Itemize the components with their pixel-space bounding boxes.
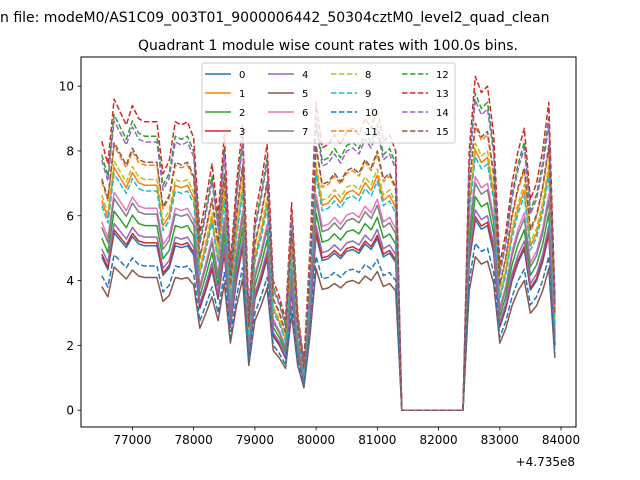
series-line-4 [101, 209, 556, 411]
x-tick-label: 82000 [419, 433, 457, 447]
legend-label-11: 11 [365, 127, 378, 138]
series-line-2 [101, 195, 556, 411]
legend-label-6: 6 [302, 108, 308, 119]
series-line-0 [101, 219, 556, 411]
y-tick-label: 10 [59, 80, 74, 94]
series-line-12 [101, 92, 556, 411]
series-line-13 [101, 75, 556, 411]
x-axis: 77000 78000 79000 80000 81000 82000 83000 84000 [113, 427, 580, 447]
series-line-3 [101, 215, 556, 411]
legend-label-10: 10 [365, 108, 378, 119]
legend-label-9: 9 [365, 89, 371, 100]
series-line-9 [101, 155, 556, 411]
series-line-5 [101, 255, 556, 411]
x-tick-label: 80000 [297, 433, 335, 447]
series-line-6 [101, 175, 556, 411]
x-offset-label: +4.735e8 [516, 455, 575, 469]
x-tick-label: 83000 [481, 433, 519, 447]
legend-label-12: 12 [436, 70, 449, 81]
y-tick-label: 8 [66, 144, 74, 158]
x-tick-label: 81000 [358, 433, 396, 447]
y-tick-label: 2 [66, 339, 74, 353]
legend-label-15: 15 [436, 127, 449, 138]
x-tick-label: 77000 [113, 433, 151, 447]
legend-label-8: 8 [365, 70, 371, 81]
legend-box [201, 62, 456, 144]
series-line-7 [101, 182, 556, 411]
x-tick-label: 79000 [236, 433, 274, 447]
series-line-14 [101, 99, 556, 411]
chart-title: Quadrant 1 module wise count rates with … [138, 38, 518, 54]
series-line-10 [101, 242, 556, 411]
series-line-15 [101, 122, 556, 411]
legend-label-13: 13 [436, 89, 449, 100]
y-tick-label: 6 [66, 209, 74, 223]
series-line-1 [101, 149, 556, 411]
series-line-11 [101, 125, 556, 411]
y-tick-label: 0 [66, 404, 74, 418]
axes-frame [80, 56, 577, 428]
figure-suptitle: n file: modeM0/AS1C09_003T01_9000006442_… [0, 10, 549, 26]
plot-lines [101, 75, 556, 411]
legend-label-0: 0 [239, 70, 245, 81]
legend-label-14: 14 [436, 108, 449, 119]
legend-label-2: 2 [239, 108, 245, 119]
legend-label-3: 3 [239, 127, 245, 138]
legend-label-4: 4 [302, 70, 308, 81]
legend-label-7: 7 [302, 127, 308, 138]
series-line-8 [101, 142, 556, 411]
legend-label-5: 5 [302, 89, 308, 100]
x-tick-label: 84000 [542, 433, 580, 447]
x-tick-label: 78000 [175, 433, 213, 447]
legend-label-1: 1 [239, 89, 245, 100]
y-axis: 0 2 4 6 8 10 [59, 80, 81, 418]
y-tick-label: 4 [66, 274, 74, 288]
